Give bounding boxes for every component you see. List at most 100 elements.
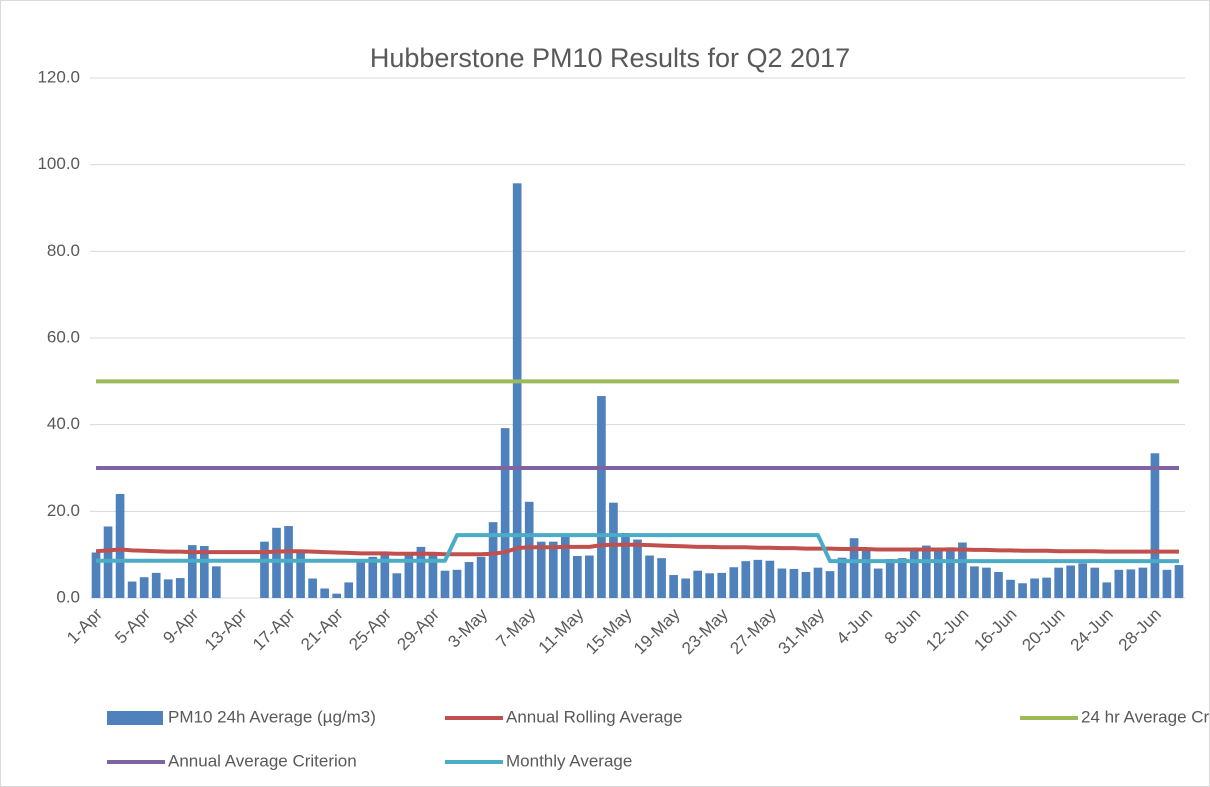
bar [825,571,835,598]
bar [946,547,955,598]
chart-title: Hubberstone PM10 Results for Q2 2017 [370,43,850,73]
bar [356,559,366,598]
bar [633,539,642,598]
bar [645,555,654,598]
legend-label: PM10 24h Average (µg/m3) [168,707,376,726]
y-tick-label: 80.0 [47,241,80,260]
bar [320,588,329,598]
bar [573,555,582,598]
legend-label: Annual Average Criterion [168,751,357,770]
bar [524,501,534,598]
bar [994,572,1003,598]
bar [861,548,871,598]
bar [1138,567,1148,598]
bar [933,548,943,598]
bar [476,556,486,598]
bar [693,570,702,598]
bar [416,546,426,598]
bar [681,578,690,598]
bar [753,559,763,598]
bar [464,562,474,598]
bar [212,566,221,598]
bar [1102,582,1112,598]
bar [1150,453,1160,598]
y-tick-label: 60.0 [47,327,80,346]
legend-label: Annual Rolling Average [506,707,682,726]
bar [958,542,967,598]
bar [873,568,883,598]
bar [970,566,979,598]
bar [404,554,414,598]
bar [187,545,197,598]
legend-label: Monthly Average [506,751,632,770]
bar [669,575,678,598]
bar [849,538,859,598]
line-series [95,542,1179,557]
bar [801,572,811,598]
bar [344,582,354,598]
bar [585,555,594,598]
y-tick-label: 100.0 [37,154,80,173]
bar [729,567,739,598]
bar [175,578,185,598]
bar [982,567,991,598]
bar [163,579,173,598]
bar [368,556,378,598]
bar [1042,577,1051,598]
bar [1114,569,1124,598]
bar [621,533,630,598]
bar [885,559,895,598]
bar [139,577,149,598]
bar [91,552,101,598]
bar [548,541,558,598]
bar [1162,569,1172,598]
bar [560,535,570,598]
bar [1174,565,1184,598]
bar [127,581,137,598]
bar [657,558,666,598]
bar [1054,567,1063,598]
bar [789,568,799,598]
bar [1090,567,1100,598]
bar [921,545,931,598]
bar [151,572,161,598]
bar [392,573,402,598]
bar [440,570,450,598]
bar [897,558,907,598]
bar [1126,569,1136,598]
bar [500,428,510,598]
bar [428,552,438,598]
bar [1066,565,1076,598]
legend-swatch [107,711,163,725]
bar [777,568,787,598]
bar [380,552,390,598]
bar [488,522,498,598]
bar [260,541,269,598]
bar [272,527,281,598]
bar [741,561,751,598]
y-tick-label: 120.0 [37,67,80,86]
bar [837,557,847,598]
bar [597,396,606,598]
bar [1078,563,1088,598]
bar [199,546,209,598]
bar [332,593,342,598]
bar [115,494,125,598]
bar [1030,578,1039,598]
y-tick-label: 0.0 [56,587,80,606]
bar [536,541,546,598]
bar [452,569,462,598]
bar [512,183,522,599]
bar [609,502,618,598]
bar [717,572,727,598]
bar [813,567,823,598]
bar [765,560,775,598]
bar [909,550,919,598]
y-tick-label: 20.0 [47,501,80,520]
bar [296,552,305,598]
bar [1018,583,1027,598]
bar [308,578,317,598]
legend-label: 24 hr Average Criterion [1081,707,1210,726]
y-tick-label: 40.0 [47,414,80,433]
